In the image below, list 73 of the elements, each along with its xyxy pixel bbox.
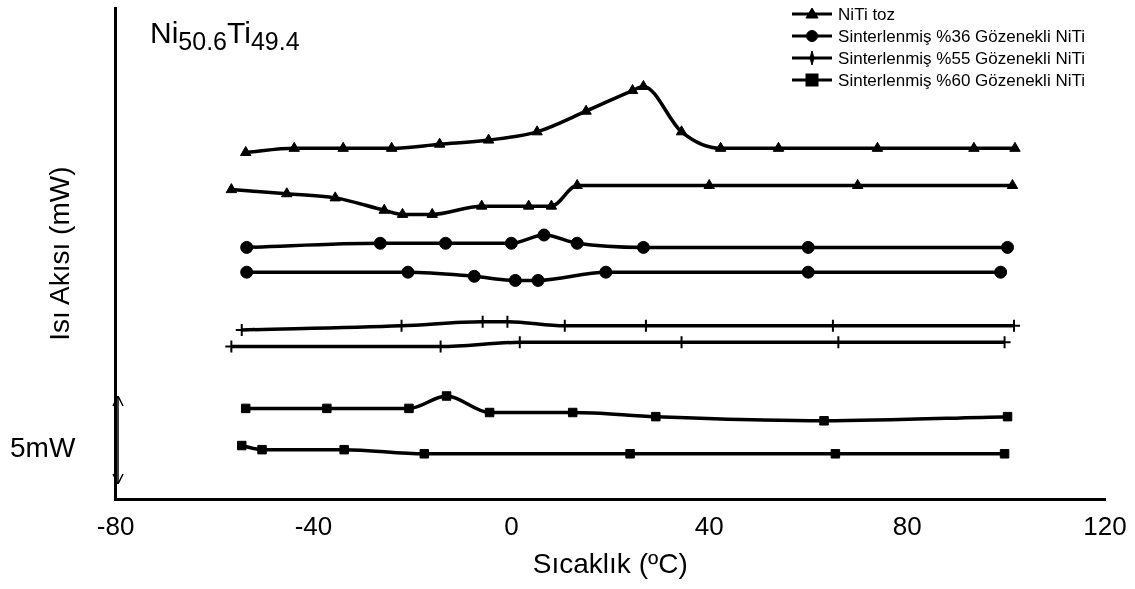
point [1001, 240, 1015, 254]
point [531, 125, 543, 136]
point [508, 273, 522, 287]
point [636, 240, 650, 254]
point [339, 444, 349, 455]
legend-label: NiTi toz [838, 5, 896, 24]
point [240, 240, 254, 254]
point [819, 416, 829, 426]
point [240, 265, 254, 279]
point [714, 141, 727, 152]
point [439, 236, 453, 250]
point [830, 449, 841, 459]
point [537, 228, 551, 242]
point [801, 265, 815, 279]
x-axis-title: Sıcaklık (ºC) [532, 547, 688, 579]
x-tick-label: -80 [96, 510, 135, 541]
point [871, 141, 884, 152]
y-axis-title: Isı Akısı (mW) [43, 166, 75, 341]
point [385, 141, 398, 152]
point [401, 265, 415, 279]
point [426, 207, 438, 218]
point [522, 199, 535, 210]
point [999, 449, 1010, 459]
legend-label: Sinterlenmiş %60 Gözenekli NiTi [838, 71, 1085, 90]
point [968, 141, 980, 152]
x-tick-label: 0 [504, 510, 519, 541]
point [419, 449, 430, 459]
x-tick-label: 40 [694, 510, 724, 541]
point [599, 265, 613, 279]
point [240, 145, 252, 156]
point [237, 440, 247, 451]
legend-label: Sinterlenmiş %36 Gözenekli NiTi [838, 27, 1085, 46]
point [1002, 411, 1013, 422]
point [567, 407, 578, 418]
point [484, 407, 495, 418]
text: 5mW [10, 432, 76, 464]
point [281, 187, 293, 198]
chart-title: Ni$_{50.6}$Ti$_{49.4}$ [150, 16, 300, 56]
point [329, 191, 341, 202]
point [580, 104, 592, 115]
point [675, 125, 688, 136]
x-tick-label: 120 [1083, 510, 1127, 541]
point [703, 178, 715, 189]
point [322, 403, 332, 414]
point [441, 391, 452, 401]
point [801, 240, 815, 254]
point [378, 203, 390, 214]
point [467, 269, 481, 283]
point [404, 403, 414, 414]
point [772, 141, 785, 152]
point [373, 236, 387, 250]
point [851, 178, 864, 189]
point [625, 449, 635, 459]
point [482, 133, 495, 144]
point [504, 236, 518, 250]
point [1006, 178, 1019, 189]
x-tick-label: 80 [892, 510, 922, 541]
x-tick-label: -40 [294, 510, 333, 541]
point [240, 403, 251, 414]
legend-label: Sinterlenmiş %55 Gözenekli NiTi [838, 49, 1085, 68]
point [337, 141, 349, 152]
point [433, 137, 446, 148]
point [545, 199, 558, 210]
point [396, 207, 409, 218]
point [531, 273, 545, 287]
point [570, 236, 584, 250]
point [225, 183, 238, 194]
point [257, 444, 267, 455]
point [288, 141, 300, 152]
point [1009, 141, 1021, 152]
point [475, 199, 488, 210]
point [651, 411, 661, 422]
point [994, 265, 1008, 279]
